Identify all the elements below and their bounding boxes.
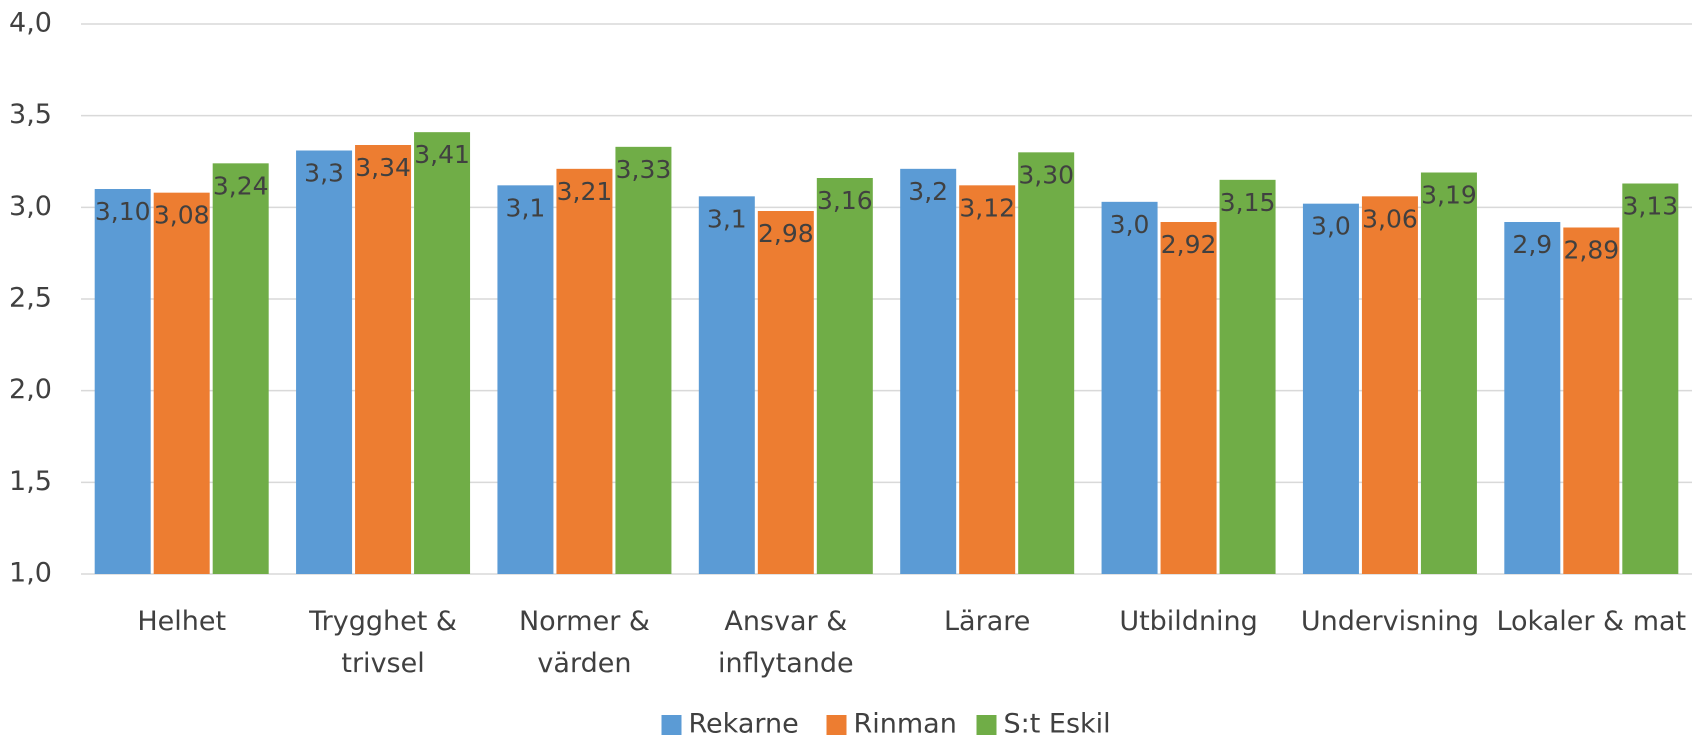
x-tick-label: Normer & värden (519, 606, 650, 679)
bar (1420, 172, 1477, 574)
bar (1622, 183, 1679, 574)
data-label: 3,33 (616, 155, 672, 184)
x-tick-label: Undervisning (1301, 606, 1479, 637)
legend-label: S:t Eskil (1004, 709, 1111, 739)
legend-swatch (826, 715, 847, 735)
bar (1361, 196, 1418, 575)
x-tick-label: Lärare (944, 606, 1030, 637)
data-label: 3,3 (304, 159, 344, 188)
bar (414, 132, 471, 574)
bar (816, 178, 873, 574)
x-tick-label: Helhet (137, 606, 226, 637)
bar (556, 168, 613, 575)
data-label: 3,34 (355, 153, 411, 182)
bar (698, 196, 755, 575)
data-label: 3,19 (1421, 181, 1477, 210)
y-tick-label: 3,5 (9, 99, 52, 130)
bar (959, 185, 1016, 575)
bar (94, 189, 151, 574)
data-label: 3,12 (959, 193, 1015, 222)
bar (355, 145, 412, 574)
y-tick-label: 1,5 (9, 466, 52, 497)
data-label: 3,13 (1622, 192, 1678, 221)
y-tick-label: 1,0 (9, 558, 52, 589)
legend-label: Rekarne (689, 709, 799, 739)
x-tick-label: Ansvar & inflytande (718, 606, 854, 679)
data-label: 3,2 (908, 177, 948, 206)
data-label: 2,98 (758, 219, 814, 248)
bar (757, 211, 814, 574)
bar (615, 146, 672, 575)
data-label: 3,08 (154, 201, 210, 230)
bar (296, 150, 353, 574)
x-tick-label: Utbildning (1119, 606, 1258, 637)
y-tick-label: 2,5 (9, 283, 52, 314)
y-tick-label: 3,0 (9, 191, 52, 222)
bar (212, 163, 269, 575)
bar (1101, 201, 1158, 575)
data-label: 2,92 (1161, 230, 1217, 259)
data-label: 3,24 (213, 171, 269, 200)
data-label: 2,89 (1563, 236, 1619, 265)
data-label: 3,0 (1110, 210, 1150, 239)
bar (900, 168, 957, 575)
legend-label: Rinman (854, 709, 957, 739)
bar (1219, 179, 1276, 575)
data-label: 3,10 (95, 197, 151, 226)
data-label: 3,0 (1311, 212, 1351, 241)
bar (1018, 152, 1075, 575)
bar (1563, 227, 1620, 574)
bar (497, 185, 554, 575)
bar (1504, 222, 1561, 574)
x-tick-label: Lokaler & mat (1496, 606, 1686, 637)
x-tick-label: Trygghet & trivsel (308, 606, 457, 679)
y-tick-label: 2,0 (9, 374, 52, 405)
data-label: 3,1 (506, 193, 546, 222)
y-tick-label: 4,0 (9, 8, 52, 39)
data-label: 3,1 (707, 204, 747, 233)
bar (1160, 222, 1217, 574)
data-label: 2,9 (1512, 230, 1552, 259)
bar (1302, 203, 1359, 574)
data-label: 3,06 (1362, 204, 1418, 233)
bar (153, 192, 210, 574)
data-label: 3,41 (414, 140, 470, 169)
data-label: 3,15 (1220, 188, 1276, 217)
data-label: 3,16 (817, 186, 873, 215)
legend-swatch (976, 715, 997, 735)
data-label: 3,21 (557, 177, 613, 206)
data-label: 3,30 (1018, 160, 1074, 189)
legend-swatch (661, 715, 682, 735)
